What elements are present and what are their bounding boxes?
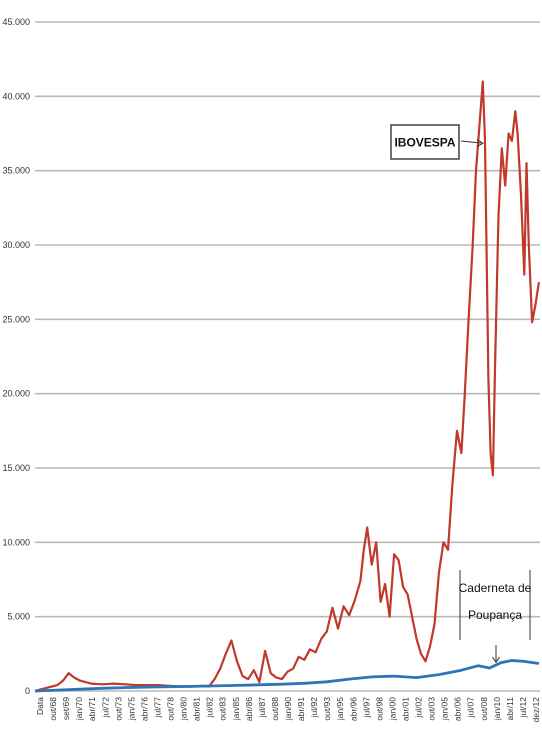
y-tick-label: 0	[25, 686, 30, 696]
x-tick-labels: Data out/68 set/69 jan/70 abr/71 jul/72 out/73…	[35, 697, 541, 723]
x-tick-label: dez/12	[531, 697, 541, 723]
y-tick-label: 35.000	[2, 166, 30, 176]
y-tick-label: 45.000	[2, 17, 30, 27]
ibovespa-line	[34, 80, 540, 693]
y-tick-labels: 0 5.000 10.000 15.000 20.000 25.000 30.000 35.0…	[2, 17, 30, 696]
x-tick-label: out/08	[479, 697, 489, 721]
y-tick-label: 10.000	[2, 537, 30, 547]
x-tick-label: out/68	[48, 697, 58, 721]
y-tick-label: 30.000	[2, 240, 30, 250]
x-tick-label: abr/11	[505, 697, 515, 721]
poupanca-label-line-1: Caderneta de	[459, 581, 532, 595]
x-tick-label: jul/72	[100, 697, 110, 719]
x-tick-label: jul/12	[518, 697, 528, 719]
y-tick-label: 20.000	[2, 389, 30, 399]
x-tick-label: jul/02	[414, 697, 424, 719]
x-tick-label: jul/97	[361, 697, 371, 719]
x-tick-label: abr/01	[401, 697, 411, 721]
ibovespa-annotation: IBOVESPA	[390, 124, 484, 160]
ibovespa-label-box	[390, 124, 460, 160]
x-tick-label: jan/00	[387, 697, 397, 721]
x-tick-label: abr/71	[87, 697, 97, 721]
x-tick-label: jul/87	[257, 697, 267, 719]
x-tick-label: Data	[35, 697, 45, 715]
x-tick-label: jan/90	[283, 697, 293, 721]
poupanca-line	[34, 659, 540, 693]
x-tick-label: abr/91	[296, 697, 306, 721]
x-tick-label: out/93	[322, 697, 332, 721]
x-tick-label: abr/06	[453, 697, 463, 721]
ibovespa-arrow	[460, 140, 482, 144]
x-tick-label: out/03	[427, 697, 437, 721]
ibovespa-label: IBOVESPA	[394, 136, 455, 150]
x-tick-label: out/88	[270, 697, 280, 721]
x-tick-label: out/83	[218, 697, 228, 721]
y-tick-label: 40.000	[2, 91, 30, 101]
x-tick-label: jan/10	[492, 697, 502, 721]
x-tick-label: out/98	[374, 697, 384, 721]
x-tick-label: abr/81	[192, 697, 202, 721]
poupanca-annotation: Caderneta de Poupança	[459, 570, 532, 664]
x-tick-label: jan/85	[231, 697, 241, 721]
x-tick-label: out/73	[113, 697, 123, 721]
ibovespa-arrowhead	[476, 139, 484, 147]
x-tick-label: jan/05	[440, 697, 450, 721]
x-tick-label: abr/76	[139, 697, 149, 721]
poupanca-arrowhead	[492, 656, 500, 664]
y-tick-label: 25.000	[2, 314, 30, 324]
x-tick-label: jul/77	[153, 697, 163, 719]
x-tick-label: set/69	[61, 697, 71, 720]
x-tick-label: jan/95	[335, 697, 345, 721]
x-tick-label: abr/86	[244, 697, 254, 721]
y-tick-label: 15.000	[2, 463, 30, 473]
x-tick-label: abr/96	[348, 697, 358, 721]
y-tick-label: 5.000	[7, 612, 30, 622]
x-tick-label: out/78	[166, 697, 176, 721]
poupanca-label-line-2: Poupança	[468, 608, 522, 622]
x-tick-label: jul/07	[466, 697, 476, 719]
grid-lines	[35, 21, 540, 692]
x-tick-label: jul/92	[309, 697, 319, 719]
x-tick-label: jan/70	[74, 697, 84, 721]
x-tick-label: jan/80	[179, 697, 189, 721]
x-tick-label: jan/75	[126, 697, 136, 721]
x-tick-label: jul/82	[205, 697, 215, 719]
